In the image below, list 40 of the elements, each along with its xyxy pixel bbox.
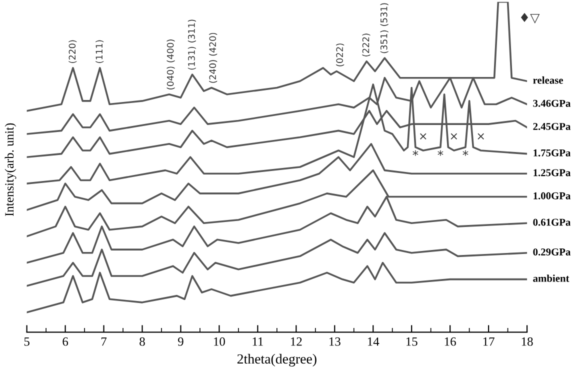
x-tick-label: 12 <box>291 337 302 346</box>
annotation: * <box>438 150 444 156</box>
series-label: 1.75GPa <box>534 149 571 156</box>
x-tick-label: 8 <box>140 337 145 346</box>
x-tick-label: 10 <box>214 337 225 346</box>
annotation: × <box>450 133 458 140</box>
x-tick-label: 14 <box>368 337 380 346</box>
series-label: 3.46GPa <box>533 100 571 107</box>
series-label: 0.29GPa <box>533 248 571 256</box>
x-tick-label: 15 <box>406 337 418 346</box>
x-axis-title: 2theta(degree) <box>237 354 316 367</box>
series-label: release <box>533 76 563 84</box>
annotation: * <box>462 150 468 156</box>
series-label: 0.61GPa <box>533 218 571 226</box>
series-label: 1.25GPa <box>534 169 571 176</box>
annotation: (222) <box>362 34 370 56</box>
annotation: (022) <box>336 44 344 66</box>
x-tick-label: 6 <box>62 337 68 346</box>
annotation: (040) (400) <box>166 40 175 90</box>
x-tick-label: 16 <box>444 337 456 346</box>
annotation: (111) <box>96 40 104 63</box>
annotation: (220) <box>68 40 77 63</box>
annotation: × <box>478 133 484 140</box>
annotation: (351) (531) <box>380 3 388 54</box>
annotation: ♦▽ <box>521 12 540 24</box>
x-tick-label: 18 <box>522 337 533 346</box>
series-label: 1.00GPa <box>534 192 571 200</box>
x-tick-label: 11 <box>252 337 263 346</box>
x-tick-label: 9 <box>178 337 184 346</box>
annotation: (131) (311) <box>188 20 196 70</box>
x-tick-label: 5 <box>24 337 30 346</box>
y-axis-title: Intensity(arb. unit) <box>4 123 16 216</box>
x-tick-label: 13 <box>329 337 340 346</box>
x-tick-label: 17 <box>483 337 494 346</box>
annotation: * <box>412 150 418 156</box>
x-tick-label: 7 <box>101 337 107 346</box>
annotation: × <box>420 133 426 140</box>
series-label: ambient <box>533 274 570 282</box>
series-label: 2.45GPa <box>533 122 571 130</box>
annotation: (240) (420) <box>209 32 218 83</box>
